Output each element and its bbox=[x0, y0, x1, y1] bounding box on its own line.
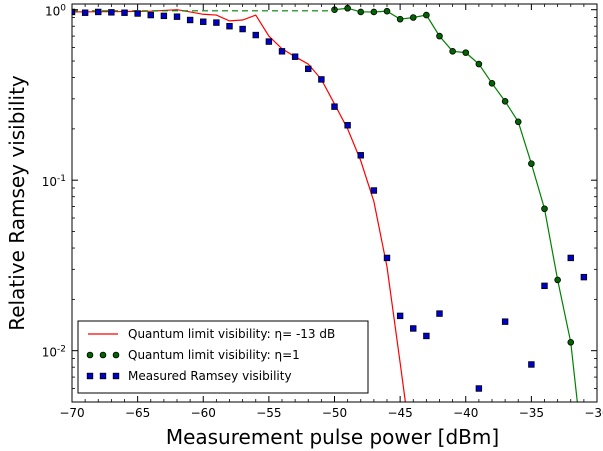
data-point-square bbox=[436, 310, 443, 317]
data-point-square bbox=[580, 273, 588, 281]
data-point-circle bbox=[436, 32, 443, 40]
x-tick-label: −45 bbox=[387, 406, 412, 420]
data-point-square bbox=[239, 25, 246, 33]
data-point-circle bbox=[423, 11, 430, 19]
data-point-square bbox=[252, 31, 259, 39]
legend-label: Quantum limit visibility: η=1 bbox=[128, 348, 300, 362]
data-point-circle bbox=[357, 8, 365, 16]
legend-box bbox=[77, 320, 369, 394]
series-line-1 bbox=[334, 7, 578, 402]
data-point-square bbox=[344, 122, 351, 129]
y-axis-label: Relative Ramsey visibility bbox=[5, 75, 29, 331]
data-point-square bbox=[81, 9, 89, 16]
legend-label: Quantum limit visibility: η= -13 dB bbox=[128, 327, 335, 341]
y-tick-label: 10-1 bbox=[42, 174, 66, 189]
data-point-square bbox=[383, 254, 391, 262]
data-point-circle bbox=[541, 205, 548, 213]
data-point-square bbox=[541, 282, 548, 290]
legend-circle-swatch bbox=[86, 351, 94, 359]
data-point-square bbox=[370, 187, 378, 194]
data-point-square bbox=[305, 65, 312, 73]
data-point-square bbox=[213, 19, 220, 26]
data-point-square bbox=[396, 312, 404, 320]
data-point-circle bbox=[475, 60, 483, 68]
data-point-square bbox=[501, 318, 509, 325]
data-point-circle bbox=[462, 49, 470, 56]
x-axis-label: Measurement pulse power [dBm] bbox=[166, 425, 499, 449]
data-point-square bbox=[134, 10, 141, 17]
legend-square-swatch bbox=[99, 372, 107, 380]
data-point-circle bbox=[409, 14, 417, 21]
data-point-square bbox=[226, 23, 233, 30]
x-tick-label: −50 bbox=[322, 406, 347, 420]
data-point-square bbox=[95, 8, 102, 16]
legend-square-swatch bbox=[112, 372, 120, 380]
data-point-square bbox=[173, 13, 181, 20]
data-point-square bbox=[265, 38, 273, 45]
data-point-square bbox=[278, 48, 286, 55]
legend-label: Measured Ramsey visibility bbox=[128, 369, 292, 383]
legend-circle-swatch bbox=[112, 351, 120, 359]
legend-circle-swatch bbox=[99, 351, 107, 359]
data-point-square bbox=[318, 76, 325, 83]
x-tick-label: −35 bbox=[519, 406, 544, 420]
data-point-square bbox=[423, 332, 430, 340]
x-tick-label: −40 bbox=[453, 406, 478, 420]
x-tick-label: −30 bbox=[584, 406, 603, 420]
y-tick-label: 10-2 bbox=[42, 345, 66, 360]
data-point-circle bbox=[514, 118, 522, 126]
data-point-circle bbox=[528, 160, 535, 167]
data-point-square bbox=[200, 18, 207, 25]
data-point-square bbox=[475, 385, 483, 392]
data-point-square bbox=[186, 16, 194, 24]
data-point-circle bbox=[370, 8, 378, 16]
data-point-circle bbox=[396, 15, 404, 23]
data-point-square bbox=[121, 9, 128, 16]
x-tick-label: −65 bbox=[125, 406, 150, 420]
data-point-circle bbox=[449, 48, 456, 55]
data-point-circle bbox=[501, 98, 509, 105]
data-point-circle bbox=[567, 338, 575, 346]
data-point-square bbox=[410, 325, 417, 332]
x-tick-label: −70 bbox=[59, 406, 84, 420]
data-point-square bbox=[147, 11, 154, 19]
axes: −70 −65 −60 −55 −50 −45 −40 −35 −30 100 10-1 10-2 bbox=[42, 3, 603, 420]
data-point-square bbox=[528, 361, 535, 368]
data-point-circle bbox=[554, 276, 561, 284]
data-point-circle bbox=[488, 80, 496, 87]
data-point-square bbox=[72, 8, 76, 16]
data-point-square bbox=[357, 152, 364, 159]
data-point-square bbox=[108, 9, 115, 16]
legend: Quantum limit visibility: η= -13 dB Quant… bbox=[77, 320, 369, 394]
x-tick-label: −60 bbox=[191, 406, 216, 420]
x-tick-label: −55 bbox=[256, 406, 281, 420]
data-point-square bbox=[567, 254, 574, 262]
data-point-square bbox=[291, 53, 299, 60]
data-point-square bbox=[331, 103, 338, 110]
data-point-circle bbox=[383, 7, 391, 15]
legend-square-swatch bbox=[86, 372, 94, 380]
data-point-square bbox=[160, 12, 168, 20]
y-tick-label: 100 bbox=[45, 4, 66, 19]
plot-marks bbox=[72, 4, 588, 402]
